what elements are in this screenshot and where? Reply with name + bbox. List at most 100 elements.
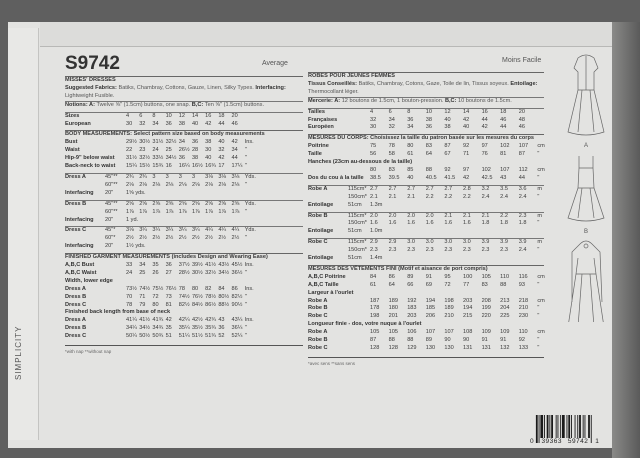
row-value: 4¼ (205, 227, 213, 234)
row-value: 71 (139, 293, 146, 300)
info-label: B,C: (191, 101, 205, 108)
row-unit: Ins. (244, 139, 254, 146)
row-value: 203 (407, 313, 417, 320)
table-row: 80 83 85 88 92 97 102 107 112 cm (308, 166, 545, 175)
row-value: 41¾ (152, 317, 164, 324)
barcode-bar (582, 415, 584, 438)
row-value: 17 (218, 163, 225, 170)
row-value: 102 (481, 166, 491, 173)
row-value: 1⅞ (205, 208, 213, 215)
subsection-label: Finished back length from base of neck (65, 309, 171, 316)
row-value: 46 (231, 120, 238, 127)
table-row: Dress C 45"* 3⅛ 3¼ 3¼ 3¼ 3¼ 3¼ 4¼ 4¼ 4¼ Yds. (65, 226, 303, 235)
row-value: 2.3 (518, 212, 527, 219)
row-value: 2⅛ (165, 181, 174, 188)
row-value: 76 (481, 151, 488, 158)
row-value: 16½ (191, 163, 203, 170)
row-fabric-width: 115cm* (348, 185, 367, 192)
row-value: 2.1 (444, 212, 453, 219)
row-label: A,B,C Poitrine (308, 273, 346, 280)
row-value: 87 (518, 151, 525, 158)
row-label: Bust (65, 139, 78, 146)
row-value: 50¾ (152, 333, 164, 340)
row-value: 1.6 (444, 220, 453, 227)
info-label: Interfacing: (255, 84, 286, 91)
row-value: 30½ (139, 139, 151, 146)
row-value: 218 (518, 297, 529, 304)
row-value: 194 (462, 305, 473, 312)
row-value: 95 (444, 273, 451, 280)
row-value: 204 (500, 305, 510, 312)
row-value: 42 (462, 174, 470, 181)
row-value: 3.2 (481, 185, 490, 192)
row-value: 1⅞ (139, 208, 147, 215)
row-value: 109 (481, 329, 491, 336)
row-label: Robe B (308, 305, 328, 312)
row-fabric-width: 150cm* (348, 247, 367, 254)
row-unit: Yds. (244, 200, 256, 207)
row-unit: " (537, 247, 540, 254)
info-text: Mercerie: A: 12 boutons de 1.5cm, 1 bout… (308, 96, 544, 106)
row-label: Robe A (308, 185, 328, 192)
row-value: 3 (178, 173, 182, 180)
info-value: Batiks, Chambray, Cottons, Gauze, Linen,… (118, 84, 256, 91)
row-value: 2.1 (462, 212, 471, 219)
row-label: Back-neck to waist (65, 163, 116, 170)
table-row: Entoilage 51cm 1.4m (308, 255, 544, 263)
row-value: 81 (165, 301, 172, 308)
row-label: Robe B (308, 212, 328, 219)
row-value: 32½ (165, 139, 177, 146)
section-heading: MISSES' DRESSES (65, 76, 303, 85)
row-unit: cm (537, 273, 545, 280)
barcode-bar (571, 415, 572, 438)
row-value: 74½ (139, 285, 151, 292)
row-value: 22 (126, 147, 133, 154)
brand-logo: SIMPLICITY (14, 325, 23, 380)
row-value: 36 (191, 139, 199, 146)
row-value: 20 (231, 112, 238, 119)
dress-illustrations: A B (567, 54, 605, 322)
row-value: 2⅝ (139, 200, 147, 207)
table-row: Waist 22 23 24 25 26½ 28 30 32 34 " (65, 147, 303, 155)
table-row: Bust 29½ 30½ 31½ 32½ 34 36 38 40 42 Ins. (65, 139, 303, 147)
row-value: 2⅛ (191, 181, 200, 188)
row-unit: " (244, 325, 247, 332)
table-row: 150cm* 2.3 2.3 2.3 2.3 2.3 2.3 2.3 2.3 2.4 " (308, 247, 544, 255)
row-value: 48 (518, 116, 525, 123)
row-label (308, 194, 348, 202)
row-value: 88 (500, 281, 507, 288)
row-value: 2⅛ (178, 181, 187, 188)
row-value: 42¼ (178, 317, 190, 324)
row-value: 2.3 (425, 247, 434, 254)
row-value: 41½ (205, 262, 217, 269)
row-value: 86 (231, 285, 238, 292)
row-label: Sizes (65, 112, 80, 119)
row-value: 2½ (178, 235, 187, 242)
pattern-number: S9742 (65, 53, 120, 74)
row-fabric-width (105, 270, 126, 278)
table-row: A,B,C Bust 33 34 35 36 37½ 39½ 41½ 43½ 45½ Ins. (65, 262, 303, 270)
barcode-right-digits: 59742 (567, 438, 589, 445)
row-value: 42 (218, 155, 225, 162)
row-fabric-width (105, 294, 126, 302)
row-value: 23 (139, 147, 146, 154)
row-fabric-width (348, 282, 370, 290)
row-value: 2½ (165, 235, 174, 242)
section-heading: ROBES POUR JEUNES FEMMES (308, 72, 544, 81)
row-fabric-width (348, 337, 370, 345)
row-value: 41¼ (126, 317, 137, 324)
row-value: 105 (481, 273, 491, 280)
row-value: 15¾ (152, 163, 164, 170)
row-value: 40 (444, 116, 451, 123)
row-value: 79 (139, 301, 146, 308)
row-value: 32 (370, 116, 377, 123)
row-label: Entoilage (308, 255, 334, 262)
row-fabric-width (105, 113, 126, 121)
row-value: 34½ (218, 269, 230, 276)
row-value: 12 (178, 112, 185, 119)
row-value: 2.0 (388, 212, 397, 219)
row-value: 33½ (152, 155, 164, 162)
barcode-bar (538, 415, 540, 443)
row-value: 82½ (231, 293, 243, 300)
row-unit: cm (537, 297, 545, 304)
